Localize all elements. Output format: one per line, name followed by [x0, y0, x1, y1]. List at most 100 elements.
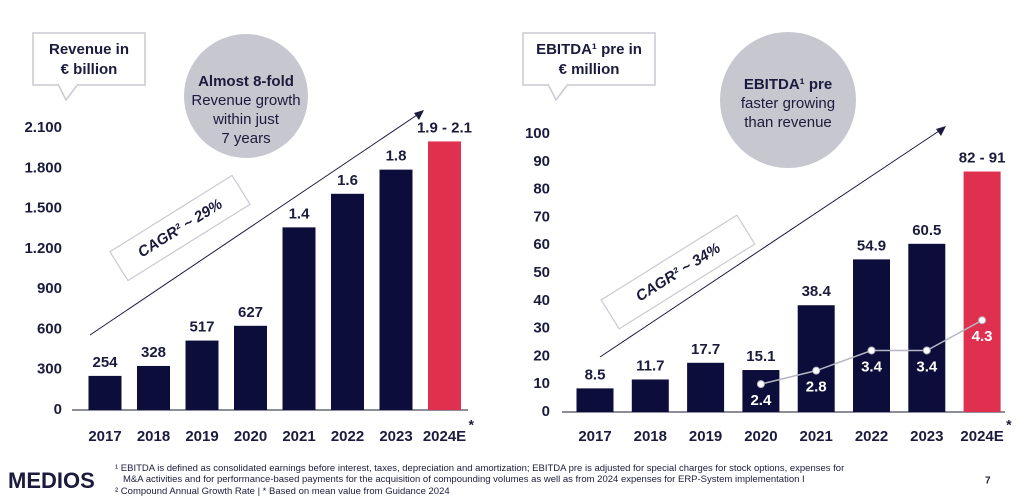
x-tick-label: 2023	[910, 428, 943, 445]
chart-title: EBITDA¹ pre in	[536, 41, 642, 58]
title-box-tail	[57, 83, 79, 102]
x-tick-label: 2018	[634, 428, 667, 445]
line-point	[867, 346, 876, 355]
x-tick-label: 2021	[800, 428, 833, 445]
y-tick-label: 0	[542, 403, 550, 420]
x-tick-label: 2018	[137, 428, 170, 445]
y-tick-label: 10	[533, 375, 550, 392]
bar	[282, 227, 316, 410]
value-label: 82 - 91	[959, 149, 1006, 166]
cagr-frame	[600, 214, 756, 330]
bar	[331, 193, 364, 410]
line-point	[756, 380, 765, 389]
y-tick-label: 100	[525, 125, 550, 142]
bar	[631, 379, 669, 412]
x-tick-label: 2017	[578, 428, 611, 445]
annotation-circle	[720, 32, 856, 168]
line-label: 2.4	[750, 392, 772, 409]
x-tick-label: 2022	[855, 428, 888, 445]
x-tick-label: 2017	[88, 428, 121, 445]
title-box-tail	[547, 83, 569, 102]
footnote: ¹ EBITDA is defined as consolidated earn…	[115, 463, 844, 474]
trend-arrow	[89, 112, 421, 336]
y-tick-label: 2.100	[24, 119, 62, 136]
cagr-frame	[109, 174, 251, 282]
bar	[88, 375, 122, 410]
cagr-box: CAGR² ~ 34%	[600, 214, 756, 330]
value-label: 1.4	[289, 205, 311, 222]
x-tick-label: 2024E	[423, 428, 466, 445]
line-label: 4.3	[972, 328, 993, 345]
bar	[576, 388, 614, 412]
brand: MEDIOS	[8, 468, 95, 493]
annotation: than revenue	[744, 114, 832, 131]
annotation-circle	[184, 34, 308, 158]
bar	[137, 365, 170, 410]
y-tick-label: 1.800	[24, 159, 62, 176]
x-tick-label: 2022	[331, 428, 364, 445]
x-tick-label: 2023	[379, 428, 412, 445]
value-label: 8.5	[585, 366, 606, 383]
value-label: 60.5	[912, 222, 941, 239]
y-tick-label: 1.500	[24, 200, 62, 217]
value-label: 517	[189, 319, 214, 336]
y-tick-label: 900	[37, 280, 62, 297]
title-box	[522, 32, 656, 86]
y-tick-label: 600	[37, 320, 62, 337]
page-number: 7	[985, 476, 991, 487]
y-tick-label: 30	[533, 320, 550, 337]
arrow-head	[414, 110, 424, 120]
bar	[908, 243, 946, 412]
x-tick-label: 2020	[234, 428, 267, 445]
x-tick-label: 2024E	[960, 428, 1003, 445]
y-tick-label: 20	[533, 347, 550, 364]
y-tick-label: 40	[533, 292, 550, 309]
annotation: 7 years	[221, 130, 270, 147]
x-tick-label: 2021	[282, 428, 315, 445]
annotation: faster growing	[741, 95, 835, 112]
annotation: Revenue growth	[191, 92, 300, 109]
x-tick-label: 2020	[744, 428, 777, 445]
x-tick-label: 2019	[185, 428, 218, 445]
y-tick-label: 60	[533, 236, 550, 253]
y-tick-label: 1.200	[24, 240, 62, 257]
bar	[428, 141, 461, 410]
value-label: 17.7	[691, 341, 720, 358]
bar	[234, 325, 267, 410]
bar	[963, 171, 1001, 412]
y-tick-label: 50	[533, 264, 550, 281]
annotation: EBITDA¹ pre	[744, 76, 832, 93]
value-label: 1.9 - 2.1	[417, 119, 472, 136]
bar	[853, 259, 890, 412]
line-point	[812, 366, 821, 375]
y-tick-label: 80	[533, 181, 550, 198]
chart-title: € billion	[61, 61, 118, 78]
cagr-box: CAGR² ~ 29%	[109, 174, 251, 282]
value-label: 328	[141, 344, 166, 361]
arrow-head	[936, 126, 946, 136]
value-label: 15.1	[746, 348, 775, 365]
category-note: *	[1006, 417, 1012, 433]
annotation: within just	[212, 111, 280, 128]
y-tick-label: 70	[533, 208, 550, 225]
y-tick-label: 0	[54, 401, 62, 418]
value-label: 254	[92, 354, 118, 371]
value-label: 1.6	[337, 172, 358, 189]
bar	[687, 362, 725, 412]
x-tick-label: 2019	[689, 428, 722, 445]
line-label: 3.4	[916, 358, 938, 375]
value-label: 1.8	[386, 148, 407, 165]
chart-title: Revenue in	[49, 41, 129, 58]
line-point	[978, 316, 987, 325]
title-box	[32, 32, 146, 86]
bar	[797, 305, 835, 412]
bar	[379, 169, 413, 410]
bar	[185, 340, 219, 410]
trend-arrow	[599, 128, 943, 358]
footnote: ² Compound Annual Growth Rate | * Based …	[115, 486, 450, 497]
annotation: Almost 8-fold	[198, 73, 294, 90]
y-tick-label: 300	[37, 361, 62, 378]
category-note: *	[469, 417, 475, 433]
y-tick-label: 90	[533, 153, 550, 170]
value-label: 11.7	[636, 357, 664, 374]
